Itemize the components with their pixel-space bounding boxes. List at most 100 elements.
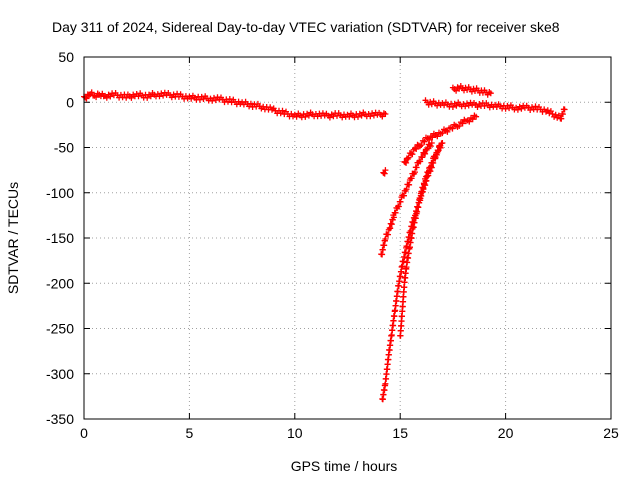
data-point xyxy=(385,231,391,238)
x-axis-title: GPS time / hours xyxy=(291,458,398,474)
data-point xyxy=(144,94,151,101)
data-point xyxy=(435,148,442,155)
data-point xyxy=(408,175,415,182)
data-point xyxy=(103,94,110,101)
chart-title: Day 311 of 2024, Sidereal Day-to-day VTE… xyxy=(52,19,560,35)
data-point xyxy=(381,170,388,177)
data-point xyxy=(405,154,412,161)
series-main-trace xyxy=(81,89,389,121)
data-point xyxy=(559,111,566,118)
y-tick-label: -300 xyxy=(46,366,74,382)
data-point xyxy=(421,138,428,145)
x-tick-label: 20 xyxy=(498,425,514,441)
series-rising-arc xyxy=(401,112,480,166)
data-point xyxy=(406,181,413,188)
data-point xyxy=(459,120,466,127)
data-point xyxy=(382,111,389,117)
data-point xyxy=(305,112,312,119)
data-point xyxy=(403,186,410,193)
x-tick-label: 5 xyxy=(186,425,194,441)
data-point xyxy=(429,160,436,166)
plot-frame xyxy=(83,56,612,420)
data-point xyxy=(123,94,130,101)
data-point xyxy=(346,113,353,120)
series-late-trace xyxy=(422,97,568,122)
y-tick-label: -350 xyxy=(46,411,74,427)
data-point xyxy=(128,94,135,101)
data-point xyxy=(473,113,480,120)
data-point xyxy=(293,113,300,120)
data-point xyxy=(449,104,456,110)
data-point xyxy=(417,143,423,150)
data-point xyxy=(432,154,439,161)
data-point xyxy=(437,144,444,151)
data-point xyxy=(394,288,401,295)
series-upper-segment xyxy=(449,83,494,98)
data-point xyxy=(561,106,568,113)
data-point xyxy=(379,113,386,120)
series-descending-arc-1 xyxy=(379,142,444,403)
data-point xyxy=(355,113,361,120)
data-point xyxy=(413,146,420,152)
data-point xyxy=(427,164,434,171)
data-point xyxy=(428,140,435,146)
data-point xyxy=(422,150,429,157)
data-point xyxy=(439,140,446,146)
data-point xyxy=(326,114,333,121)
data-point xyxy=(434,133,441,140)
data-points xyxy=(81,83,568,403)
data-point xyxy=(418,142,425,148)
data-point xyxy=(558,115,565,122)
data-point xyxy=(412,145,418,152)
y-tick-label: -150 xyxy=(46,230,74,246)
data-point xyxy=(401,192,407,199)
data-point xyxy=(439,130,446,137)
y-tick-label: -250 xyxy=(46,321,74,337)
data-point xyxy=(409,151,416,158)
data-point xyxy=(456,123,463,129)
data-point xyxy=(358,112,365,119)
x-tick-label: 0 xyxy=(80,425,88,441)
data-point xyxy=(382,167,389,174)
data-point xyxy=(395,203,402,210)
axis-ticks: 0 5 10 15 20 25 -350 -300 -250 -200 -150 -100 -50 0 50 xyxy=(46,49,619,441)
series-descending-arc-2 xyxy=(378,140,435,258)
data-point xyxy=(382,236,389,242)
data-point xyxy=(424,145,431,152)
data-point xyxy=(413,164,420,171)
data-point xyxy=(417,158,424,165)
data-point xyxy=(397,198,404,205)
y-tick-label: -100 xyxy=(46,185,74,201)
data-point xyxy=(427,143,434,150)
data-point xyxy=(444,128,451,135)
data-point xyxy=(107,93,114,100)
data-point xyxy=(429,134,436,141)
data-point xyxy=(453,102,460,109)
x-tick-label: 25 xyxy=(603,425,619,441)
data-point xyxy=(147,93,154,100)
data-point xyxy=(82,94,89,101)
data-point xyxy=(279,107,286,114)
x-tick-label: 15 xyxy=(392,425,408,441)
y-tick-label: 50 xyxy=(58,49,74,65)
data-point xyxy=(466,118,473,125)
data-point xyxy=(392,209,399,216)
series-isolated-cluster xyxy=(380,167,389,177)
data-point xyxy=(487,90,494,97)
x-tick-label: 10 xyxy=(287,425,303,441)
data-point xyxy=(403,159,410,166)
y-tick-label: 0 xyxy=(66,94,74,110)
data-point xyxy=(469,116,476,123)
y-tick-label: -200 xyxy=(46,275,74,291)
y-axis-title: SDTVAR / TECUs xyxy=(5,182,21,294)
data-point xyxy=(302,113,309,120)
data-point xyxy=(426,136,433,143)
data-point xyxy=(449,125,456,132)
data-point xyxy=(453,87,460,94)
data-point xyxy=(419,154,426,161)
y-tick-label: -50 xyxy=(54,140,74,156)
grid xyxy=(84,57,611,419)
data-point xyxy=(93,94,100,101)
data-point xyxy=(390,214,397,221)
